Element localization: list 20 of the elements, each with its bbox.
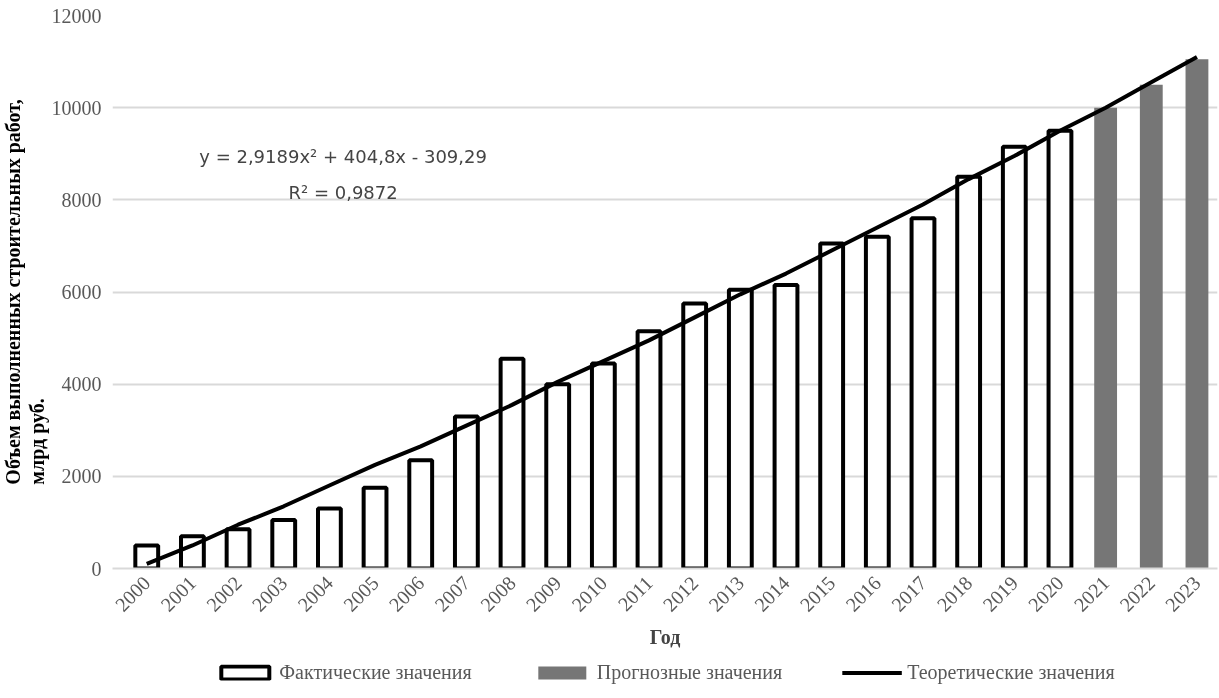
legend-label: Теоретические значения bbox=[907, 660, 1115, 684]
x-axis-title: Год bbox=[649, 625, 681, 648]
x-tick-label: 2021 bbox=[1069, 571, 1114, 616]
y-tick-label: 12000 bbox=[51, 4, 102, 27]
x-tick-label: 2011 bbox=[613, 571, 657, 616]
annotation: y = 2,9189x² + 404,8x - 309,29 bbox=[199, 146, 487, 168]
y-tick-label: 4000 bbox=[61, 373, 102, 396]
annotation: R² = 0,9872 bbox=[288, 181, 398, 203]
legend-label: Прогнозные значения bbox=[596, 660, 783, 684]
bar bbox=[1139, 84, 1163, 569]
y-tick-label: 8000 bbox=[61, 188, 102, 211]
bar bbox=[1094, 107, 1118, 569]
y-tick-label: 0 bbox=[91, 557, 102, 580]
bar bbox=[1185, 59, 1209, 569]
y-tick-label: 10000 bbox=[51, 96, 102, 119]
x-tick-label: 2001 bbox=[156, 571, 201, 616]
y-tick-label: 6000 bbox=[61, 281, 102, 303]
y-tick-label: 2000 bbox=[61, 465, 102, 488]
y-axis-title: Объем выполненных строительных работ, млрд руб. bbox=[2, 99, 50, 485]
legend-label: Фактические значения bbox=[279, 660, 472, 684]
